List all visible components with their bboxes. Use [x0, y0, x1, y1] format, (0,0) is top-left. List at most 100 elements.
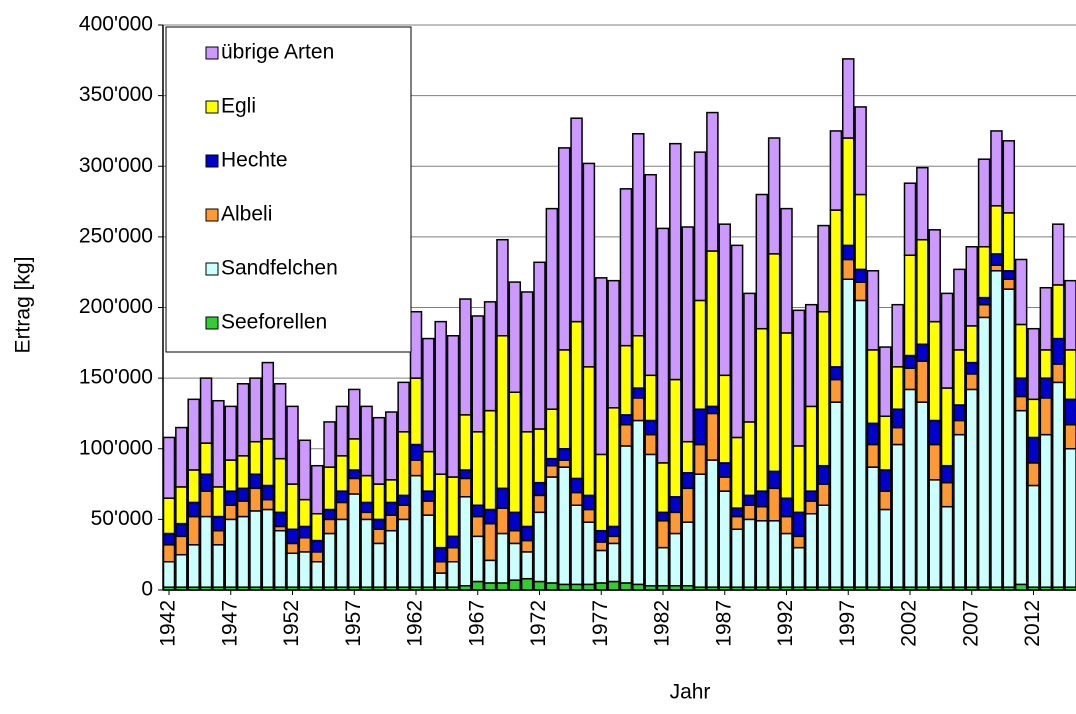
y-tick-label: 50'000 — [91, 507, 153, 530]
bar-segment — [323, 421, 336, 468]
bar-segment — [557, 147, 571, 351]
bar-segment — [792, 511, 806, 538]
bar-segment — [792, 445, 806, 514]
bar-segment — [829, 401, 843, 588]
bar-segment — [656, 546, 670, 587]
bar-segment — [273, 383, 287, 460]
bar-segment — [372, 518, 386, 531]
bar-segment — [817, 464, 830, 485]
bar-segment — [385, 514, 398, 532]
bar-segment — [928, 419, 941, 446]
bar-segment — [249, 487, 262, 512]
legend-label: übrige Arten — [221, 41, 334, 64]
bar-segment — [212, 486, 225, 518]
bar-segment — [273, 457, 287, 514]
bar-segment — [582, 508, 596, 523]
bar-segment — [199, 473, 213, 492]
bar-segment — [1064, 423, 1076, 450]
bar-segment — [842, 258, 855, 281]
bar-segment — [533, 580, 546, 591]
bar-segment — [249, 377, 262, 443]
y-axis-label: Ertrag [kg] — [12, 257, 35, 354]
bar-segment — [792, 535, 806, 549]
bar-segment — [854, 268, 867, 283]
bar-segment — [656, 511, 670, 522]
bar-segment — [842, 58, 855, 139]
bar-segment — [348, 477, 361, 495]
bar-segment — [162, 561, 176, 588]
bar-segment — [224, 459, 237, 492]
bar-segment — [298, 536, 312, 553]
bar-segment — [693, 443, 707, 475]
bar-segment — [533, 428, 546, 484]
bar-segment — [916, 238, 929, 345]
legend-swatch — [205, 208, 219, 222]
y-tick-label: 250'000 — [79, 224, 153, 247]
bar-segment — [792, 309, 806, 447]
bar-segment — [199, 377, 213, 444]
bar-segment — [730, 244, 744, 439]
bar-segment — [669, 378, 682, 498]
bar-segment — [545, 476, 559, 584]
bar-segment — [669, 532, 682, 587]
bar-segment — [706, 111, 719, 252]
bar-segment — [533, 511, 546, 583]
bar-segment — [236, 487, 250, 502]
bar-segment — [1014, 258, 1028, 326]
bar-segment — [545, 207, 559, 410]
bar-segment — [459, 298, 472, 416]
y-tick-label: 400'000 — [79, 13, 153, 36]
bar-segment — [175, 535, 188, 556]
bar-segment — [471, 504, 484, 518]
bar-segment — [1014, 409, 1028, 586]
bar-segment — [434, 546, 447, 563]
y-tick-label: 150'000 — [79, 366, 153, 389]
bar-segment — [780, 532, 793, 588]
bar-segment — [730, 515, 744, 531]
bar-segment — [1002, 140, 1016, 214]
bar-segment — [829, 130, 843, 211]
bar-segment — [804, 512, 818, 588]
bar-segment — [372, 528, 386, 545]
bar-segment — [743, 421, 756, 497]
bar-segment — [965, 388, 978, 588]
x-tick-label: 2012 — [1021, 600, 1044, 647]
bar-segment — [644, 433, 657, 456]
bar-segment — [792, 546, 806, 588]
bar-segment — [891, 303, 904, 368]
bar-segment — [730, 528, 744, 588]
bar-segment — [224, 405, 237, 461]
bar-segment — [175, 522, 188, 538]
bar-segment — [496, 487, 509, 509]
bar-segment — [619, 445, 633, 584]
bar-segment — [335, 501, 349, 521]
bar-segment — [545, 408, 559, 460]
bar-segment — [607, 542, 620, 583]
bar-segment — [496, 532, 509, 584]
bar-segment — [1064, 398, 1076, 426]
y-tick-label: 300'000 — [79, 154, 153, 177]
bar-segment — [595, 549, 608, 584]
bar-segment — [310, 561, 324, 588]
x-tick-label: 1957 — [342, 600, 365, 647]
y-tick-label: 100'000 — [79, 436, 153, 459]
bar-segment — [990, 205, 1003, 255]
bar-segment — [422, 450, 435, 492]
bar-segment — [236, 455, 250, 490]
bar-segment — [570, 117, 583, 323]
bar-segment — [409, 310, 423, 379]
bar-segment — [718, 490, 731, 588]
bar-segment — [397, 494, 410, 506]
bar-segment — [175, 486, 188, 525]
bar-segment — [903, 354, 917, 369]
bar-segment — [385, 501, 398, 516]
bar-segment — [891, 426, 904, 446]
bar-segment — [310, 464, 324, 515]
bar-segment — [755, 505, 769, 522]
bar-segment — [1051, 363, 1065, 384]
x-tick-label: 1952 — [280, 600, 303, 647]
bar-segment — [323, 466, 336, 511]
bar-segment — [595, 541, 608, 552]
bar-segment — [286, 542, 299, 555]
bar-segment — [496, 582, 509, 591]
